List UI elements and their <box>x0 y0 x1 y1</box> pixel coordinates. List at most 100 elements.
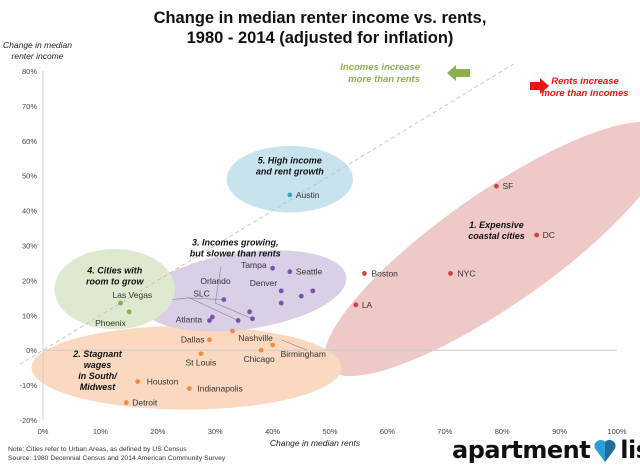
apartment-list-logo: apartment list <box>452 436 640 464</box>
data-point <box>448 271 453 276</box>
data-point <box>534 232 540 238</box>
city-label: DC <box>543 230 555 240</box>
data-point <box>247 309 253 315</box>
city-label: Indianapolis <box>197 384 242 394</box>
data-point <box>353 302 359 308</box>
city-label: SLC <box>193 289 210 299</box>
y-tick-label: 40% <box>22 207 37 216</box>
group-label: 4. Cities with <box>86 265 143 275</box>
legend-incomes: Incomes increase more than rents <box>270 62 420 86</box>
data-point <box>278 300 284 306</box>
data-point <box>258 347 264 353</box>
city-label: Dallas <box>181 335 205 345</box>
x-tick-label: 70% <box>437 427 452 436</box>
group-label: coastal cities <box>468 231 525 241</box>
data-point <box>230 328 235 334</box>
data-point <box>123 400 129 405</box>
city-label: Nashville <box>238 333 273 343</box>
data-point <box>207 318 212 323</box>
data-points: SF DC Boston NYC LA Dallas Nashville St Louis Ch… <box>95 181 555 407</box>
y-axis-label: Change in median renter income <box>0 40 75 62</box>
data-point <box>310 288 316 294</box>
footnote-note: Note: Cities refer to Urban Areas, as de… <box>8 446 187 453</box>
footnote: Note: Cities refer to Urban Areas, as de… <box>8 445 225 463</box>
footnote-source: Source: 1980 Decennial Census and 2014 A… <box>8 455 226 462</box>
data-point <box>287 269 293 275</box>
city-label: Seattle <box>296 267 323 277</box>
data-point <box>494 183 499 189</box>
x-axis-label: Change in median rents <box>269 438 361 448</box>
y-tick-label: 10% <box>22 311 37 320</box>
y-axis-label-line1: Change in median <box>3 40 72 50</box>
y-tick-label: 50% <box>22 172 37 181</box>
city-label: Denver <box>250 278 278 288</box>
data-point <box>270 342 275 348</box>
heart-pin-icon <box>594 439 616 462</box>
city-label: NYC <box>458 268 476 278</box>
city-label: Boston <box>371 268 398 278</box>
legend-incomes-line1: Incomes increase <box>340 62 420 73</box>
city-label: Austin <box>296 190 320 200</box>
chart-title: Change in median renter income vs. rents… <box>120 8 520 48</box>
city-label: Houston <box>147 377 179 387</box>
reference-line <box>19 63 514 365</box>
data-point <box>126 309 132 315</box>
leader-lines <box>172 266 308 351</box>
legend-rents-line1: Rents increase <box>551 76 619 87</box>
group-label: Midwest <box>80 382 117 392</box>
city-label: LA <box>362 300 373 310</box>
y-tick-label: 0% <box>26 346 37 355</box>
data-point <box>118 300 123 306</box>
group-ellipse <box>226 146 353 213</box>
arrow-right-icon <box>530 78 549 94</box>
group-ellipses <box>31 121 640 410</box>
logo-text-list: list <box>620 436 640 464</box>
y-axis-label-line2: renter income <box>11 51 64 61</box>
data-point <box>207 337 212 343</box>
y-tick-label: 20% <box>22 276 37 285</box>
group-ellipse <box>54 248 176 330</box>
data-point <box>209 314 215 320</box>
legend-rents-line2: more than incomes <box>541 88 629 99</box>
group-label: 1. Expensive <box>469 220 524 230</box>
group-ellipse <box>141 250 347 332</box>
city-label: Tampa <box>241 260 267 270</box>
chart-title-line1: Change in median renter income vs. rents… <box>153 9 487 27</box>
city-label: Phoenix <box>95 318 126 328</box>
group-ellipse <box>31 325 342 410</box>
group-label: wages <box>84 360 112 370</box>
arrow-left-icon <box>447 65 470 81</box>
group-label: and rent growth <box>256 166 324 176</box>
city-label: Orlando <box>200 276 231 286</box>
x-tick-label: 80% <box>495 427 510 436</box>
group-ellipse <box>324 121 640 377</box>
y-tick-label: 30% <box>22 242 37 251</box>
group-label: 5. High income <box>258 155 322 165</box>
city-label: Las Vegas <box>112 290 152 300</box>
x-tick-label: 100% <box>607 427 627 436</box>
logo-text-apartment: apartment <box>452 436 591 464</box>
city-label: Birmingham <box>281 349 326 359</box>
group-label: room to grow <box>86 276 144 286</box>
y-tick-label: 80% <box>22 67 37 76</box>
data-point <box>270 265 275 271</box>
x-tick-label: 60% <box>380 427 395 436</box>
city-label: St Louis <box>185 358 216 368</box>
y-tick-label: -10% <box>19 381 37 390</box>
axes: 80%70%60%50%40%30%20%10%0%-10%-20%0% 10% 2… <box>19 67 626 436</box>
city-label: Detroit <box>132 398 158 408</box>
group-label: in South/ <box>78 371 118 381</box>
y-tick-label: -20% <box>19 416 37 425</box>
group-label: 2. Stagnant <box>72 349 123 359</box>
x-tick-label: 90% <box>552 427 567 436</box>
city-label: Chicago <box>244 354 275 364</box>
data-point <box>135 379 141 385</box>
x-tick-label: 30% <box>208 427 223 436</box>
data-point <box>235 318 241 323</box>
x-tick-label: 10% <box>93 427 108 436</box>
legend-incomes-line2: more than rents <box>348 74 420 85</box>
data-point <box>186 386 192 391</box>
city-label: Atlanta <box>176 315 203 325</box>
